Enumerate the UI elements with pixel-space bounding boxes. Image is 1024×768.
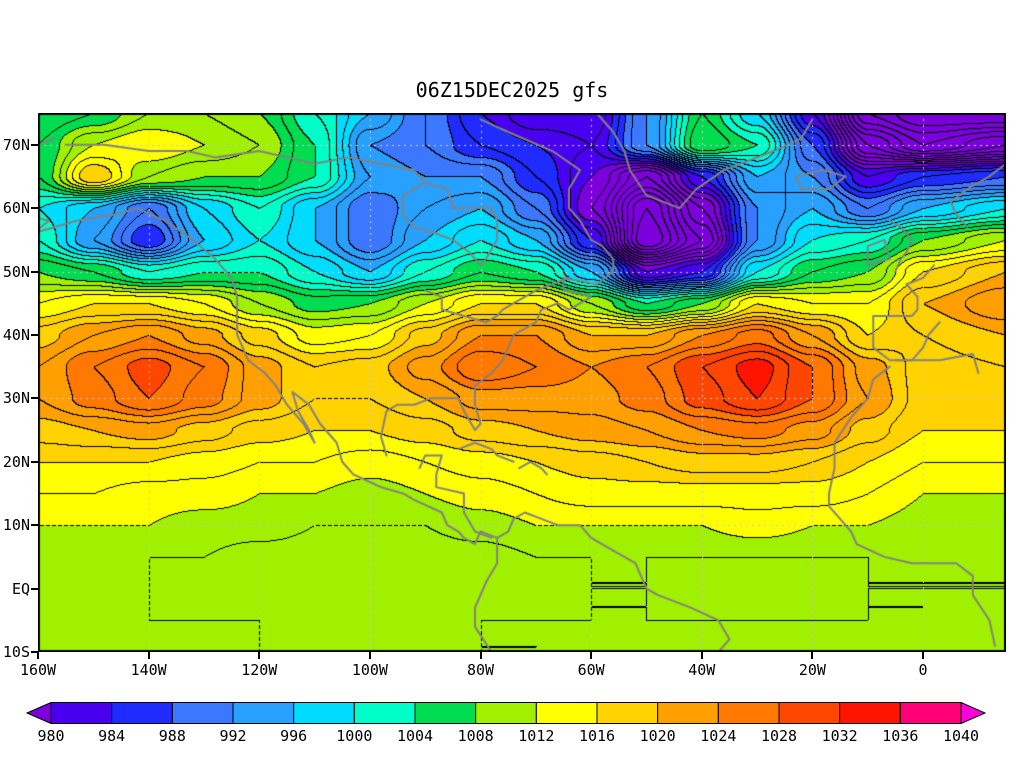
x-tick-label: 120W xyxy=(241,661,278,679)
colorbar-tick-label: 1040 xyxy=(942,727,980,745)
x-axis-labels: 160W 140W 120W 100W 80W 60W 40W 20W 0 xyxy=(20,661,1006,679)
y-tick-label: 10N xyxy=(2,516,30,535)
x-tick-mark xyxy=(922,652,925,659)
colorbar-segment xyxy=(839,702,901,724)
colorbar-tick-label: 984 xyxy=(98,727,126,745)
colorbar-tick-label: 980 xyxy=(37,727,65,745)
colorbar-tick-label: 1008 xyxy=(457,727,494,745)
colorbar-segment xyxy=(596,702,659,724)
x-tick-mark xyxy=(37,652,39,659)
x-tick-mark xyxy=(479,652,482,659)
colorbar-arrow xyxy=(960,701,987,725)
colorbar-segment xyxy=(475,702,537,724)
y-tick-label: 50N xyxy=(2,262,30,281)
y-axis-labels: 70N 60N 50N 40N 30N 20N 10N EQ 10S xyxy=(0,113,33,661)
colorbar-tick-label: 1012 xyxy=(518,727,555,745)
y-tick-label: 20N xyxy=(2,452,30,471)
y-tick-label: 40N xyxy=(2,325,30,344)
y-tick-label: 70N xyxy=(2,135,30,154)
colorbar-tick-label: 988 xyxy=(158,727,186,745)
colorbar-tick-label: 1020 xyxy=(639,727,676,745)
x-tick-mark xyxy=(811,652,814,659)
x-tick-label: 100W xyxy=(351,661,388,679)
x-tick-mark xyxy=(258,652,261,659)
colorbar-scale xyxy=(25,701,987,725)
colorbar-tick-label: 1016 xyxy=(578,727,616,745)
x-tick-label: 160W xyxy=(19,661,57,679)
colorbar-segment xyxy=(899,702,962,724)
x-tick-label: 80W xyxy=(466,661,495,679)
colorbar-tick-label: 1036 xyxy=(882,727,919,745)
colorbar-segment xyxy=(717,702,780,724)
title-line-init: 06Z15DEC2025 gfs xyxy=(415,78,609,102)
y-tick-label: 10S xyxy=(2,643,30,661)
colorbar-segment xyxy=(50,702,113,724)
colorbar-segment xyxy=(353,702,416,724)
colorbar-segment xyxy=(778,702,841,724)
x-tick-mark xyxy=(700,652,703,659)
x-tick-mark xyxy=(368,652,371,659)
colorbar-segment xyxy=(111,702,173,724)
x-tick-mark xyxy=(590,652,593,659)
y-tick-label: 30N xyxy=(2,389,30,408)
colorbar-tick-label: 1024 xyxy=(700,727,737,745)
colorbar-segment xyxy=(232,702,295,724)
colorbar-segment xyxy=(535,702,598,724)
x-tick-label: 0 xyxy=(918,661,928,679)
colorbar-tick-label: 1000 xyxy=(336,727,373,745)
colorbar xyxy=(25,701,987,725)
colorbar-arrow xyxy=(25,701,52,725)
x-tick-label: 40W xyxy=(688,661,716,679)
x-tick-mark xyxy=(147,652,150,659)
colorbar-labels: 980 984 988 992 996 1000 1004 1008 1012 1016 1020 1… xyxy=(26,727,986,745)
colorbar-tick-label: 1028 xyxy=(760,727,798,745)
y-tick-label: 60N xyxy=(2,199,30,218)
mslp-contour-map xyxy=(38,113,1006,652)
y-tick-label: EQ xyxy=(11,579,30,598)
colorbar-tick-label: 996 xyxy=(280,727,308,745)
colorbar-segment xyxy=(414,702,477,724)
colorbar-segment xyxy=(293,702,355,724)
colorbar-tick-label: 1032 xyxy=(821,727,858,745)
x-tick-label: 140W xyxy=(130,661,167,679)
colorbar-tick-label: 1004 xyxy=(396,727,434,745)
colorbar-segment xyxy=(171,702,234,724)
x-tick-label: 20W xyxy=(798,661,826,679)
colorbar-tick-label: 992 xyxy=(219,727,247,745)
colorbar-segment xyxy=(657,702,719,724)
x-tick-label: 60W xyxy=(577,661,605,679)
